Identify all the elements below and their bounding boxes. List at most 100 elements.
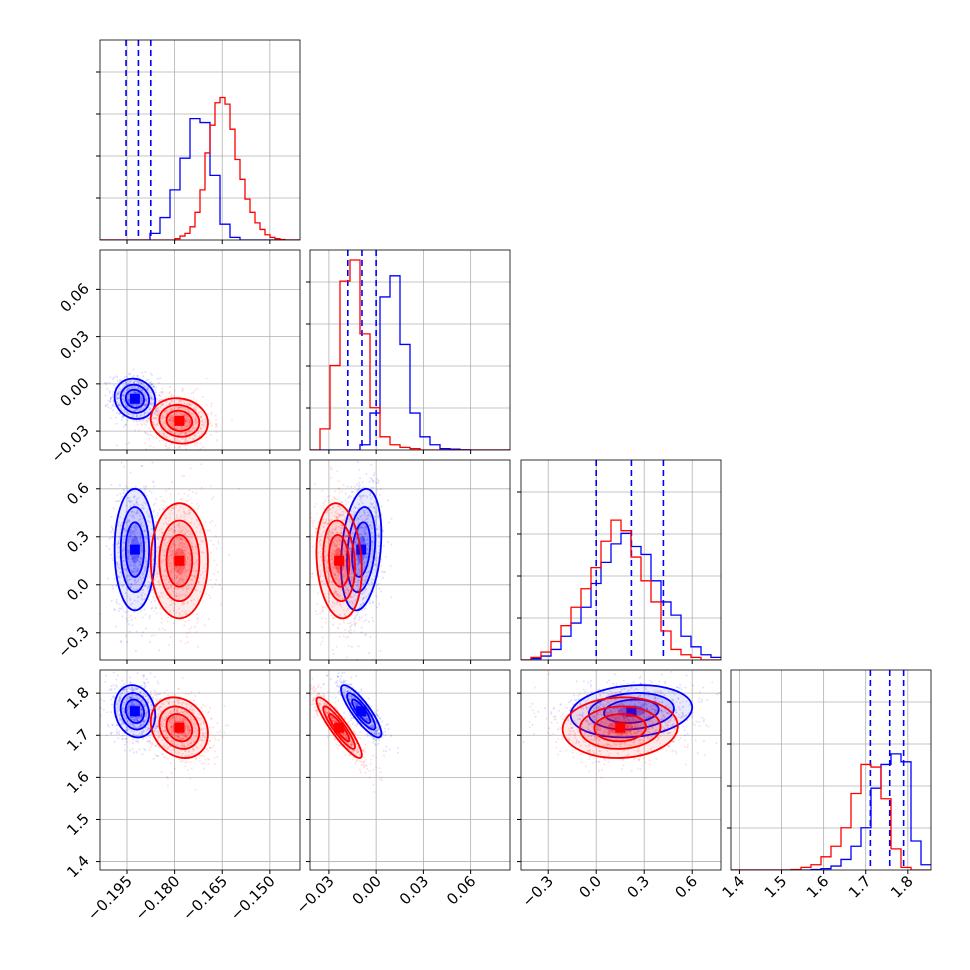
red-scatter-point	[148, 400, 151, 403]
blue-scatter-point	[124, 567, 127, 570]
blue-scatter-point	[105, 381, 108, 384]
red-scatter-point	[174, 431, 177, 434]
red-scatter-point	[153, 509, 156, 512]
red-scatter-point	[310, 535, 313, 538]
red-scatter-point	[331, 498, 334, 501]
blue-scatter-point	[123, 410, 126, 413]
blue-scatter-point	[379, 649, 382, 652]
red-scatter-point	[321, 617, 324, 620]
red-scatter-point	[183, 432, 186, 435]
red-scatter-point	[189, 412, 192, 415]
red-scatter-point	[143, 422, 146, 425]
blue-scatter-point	[117, 402, 120, 405]
red-scatter-point	[144, 613, 147, 616]
blue-scatter-point	[380, 590, 383, 593]
blue-scatter-point	[137, 555, 140, 558]
red-scatter-point	[181, 390, 184, 393]
red-scatter-point	[161, 387, 164, 390]
blue-scatter-point	[140, 594, 143, 597]
red-scatter-point	[304, 569, 306, 571]
red-scatter-point	[184, 419, 187, 422]
red-scatter-point	[161, 403, 164, 406]
blue-scatter-point	[116, 543, 119, 546]
blue-scatter-point	[116, 397, 119, 400]
red-scatter-point	[215, 439, 218, 442]
blue-scatter-point	[116, 397, 119, 400]
blue-scatter-point	[151, 588, 154, 591]
blue-scatter-point	[137, 404, 140, 407]
blue-scatter-point	[115, 598, 118, 601]
y-tick-label: 0.3	[63, 527, 93, 557]
blue-scatter-point	[140, 544, 143, 547]
blue-scatter-point	[126, 549, 129, 552]
red-scatter-point	[210, 413, 213, 416]
red-scatter-point	[194, 415, 197, 418]
blue-scatter-point	[120, 584, 123, 587]
red-scatter-point	[144, 423, 147, 426]
blue-scatter-point	[133, 429, 136, 432]
blue-scatter-point	[149, 381, 152, 384]
blue-scatter-point	[142, 565, 145, 568]
red-scatter-point	[146, 419, 149, 422]
blue-scatter-point	[112, 391, 115, 394]
red-scatter-point	[189, 467, 192, 470]
red-scatter-point	[168, 419, 171, 422]
blue-scatter-point	[122, 548, 125, 551]
red-scatter-point	[153, 416, 156, 419]
blue-scatter-point	[153, 675, 156, 678]
blue-scatter-point	[360, 631, 363, 634]
blue-scatter-point	[110, 698, 113, 701]
blue-scatter-point	[115, 728, 118, 731]
red-scatter-point	[158, 508, 161, 511]
red-scatter-point	[181, 407, 184, 410]
red-scatter-point	[206, 413, 209, 416]
red-scatter-point	[170, 407, 173, 410]
blue-scatter-point	[150, 396, 153, 399]
blue-scatter-point	[130, 618, 133, 621]
blue-scatter-point	[364, 633, 367, 636]
red-scatter-point	[215, 423, 218, 426]
blue-scatter-point	[140, 545, 143, 548]
panel-frame	[309, 249, 511, 451]
blue-scatter-point	[145, 567, 148, 570]
blue-scatter-point	[143, 530, 146, 533]
blue-scatter-point	[127, 392, 130, 395]
blue-scatter-point	[157, 381, 160, 384]
blue-scatter-point	[117, 575, 120, 578]
blue-scatter-point	[139, 381, 142, 384]
red-scatter-point	[148, 427, 151, 430]
red-scatter-point	[140, 423, 143, 426]
red-scatter-point	[186, 425, 189, 428]
red-scatter-point	[188, 628, 191, 631]
red-scatter-point	[172, 394, 175, 397]
red-scatter-point	[186, 415, 189, 418]
red-scatter-point	[148, 407, 151, 410]
red-scatter-point	[185, 499, 188, 502]
blue-scatter-point	[109, 397, 112, 400]
red-scatter-point	[172, 424, 175, 427]
blue-scatter-point	[136, 501, 139, 504]
blue-scatter-point	[133, 496, 136, 499]
blue-scatter-point	[118, 412, 121, 415]
blue-scatter-point	[112, 587, 115, 590]
blue-scatter-point	[144, 404, 147, 407]
blue-scatter-point	[106, 577, 109, 580]
red-scatter-point	[149, 430, 152, 433]
blue-scatter-point	[116, 500, 119, 503]
blue-scatter-point	[117, 546, 120, 549]
blue-scatter-point	[140, 399, 143, 402]
blue-scatter-point	[145, 537, 148, 540]
red-scatter-point	[195, 422, 198, 425]
blue-scatter-point	[147, 516, 150, 519]
blue-scatter-point	[143, 412, 146, 415]
red-scatter-point	[215, 578, 218, 581]
blue-scatter-point	[108, 389, 111, 392]
red-peak-marker	[174, 415, 185, 426]
blue-scatter-point	[123, 375, 126, 378]
blue-scatter-point	[115, 422, 118, 425]
blue-scatter-point	[127, 380, 130, 383]
blue-scatter-point	[367, 620, 370, 623]
red-scatter-point	[157, 409, 160, 412]
blue-scatter-point	[154, 599, 157, 602]
blue-scatter-point	[141, 549, 144, 552]
